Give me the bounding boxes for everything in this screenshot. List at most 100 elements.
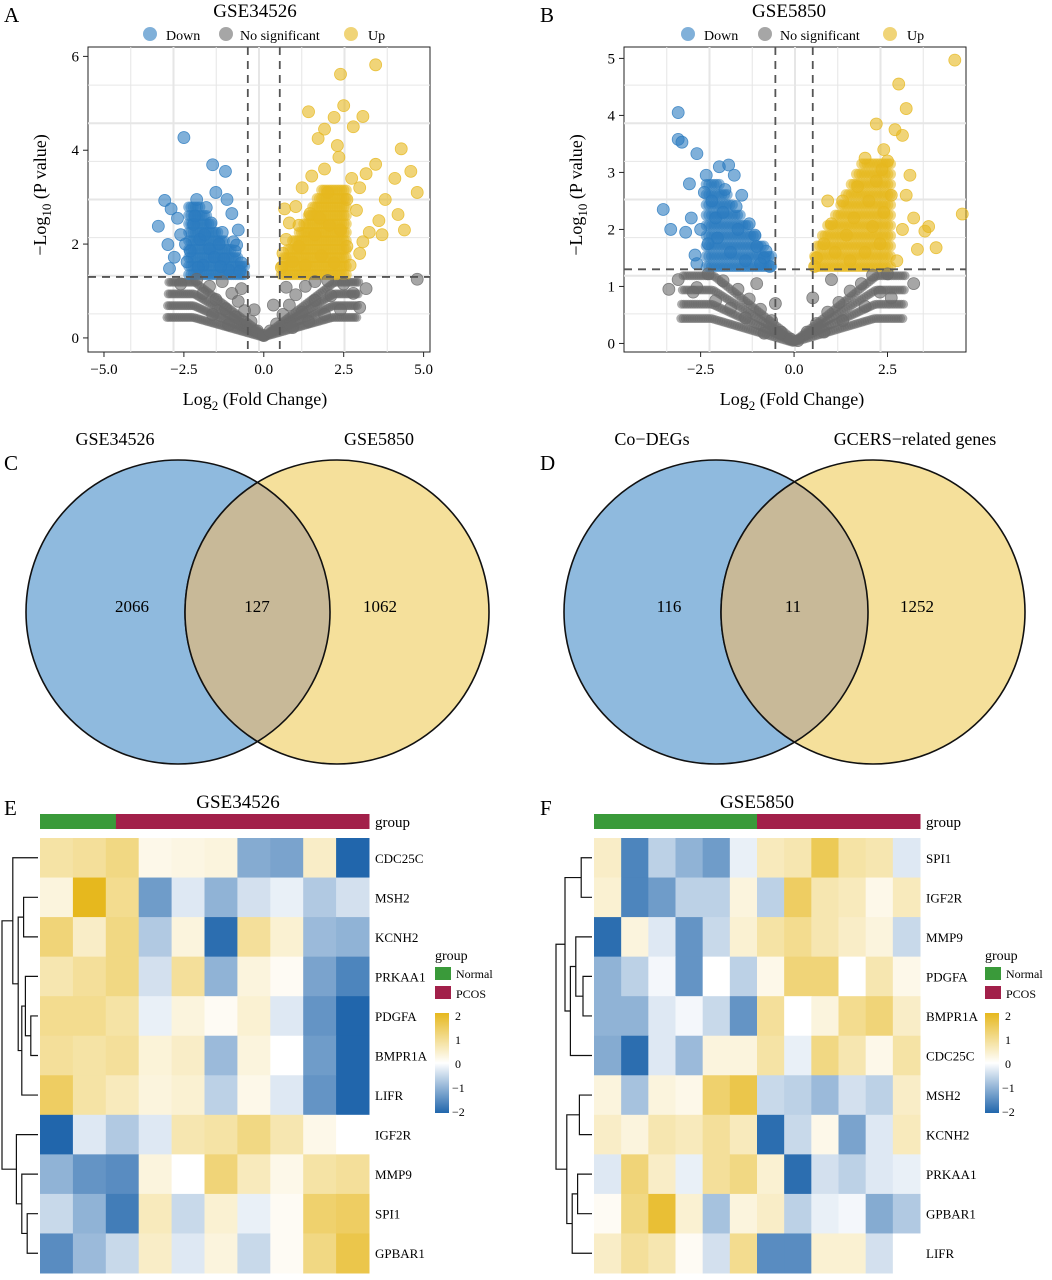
legend-up-label: Up <box>907 29 924 44</box>
point-ns <box>222 318 236 332</box>
point-down <box>718 183 732 196</box>
heat-cell <box>105 838 140 879</box>
heat-cell <box>138 1193 173 1234</box>
heat-cell <box>270 877 304 918</box>
point-down <box>164 202 178 216</box>
heat-cell <box>72 1075 107 1116</box>
point-up <box>869 117 883 131</box>
venn-overlap-region <box>184 481 331 743</box>
heat-cell <box>675 1035 704 1076</box>
point-up <box>362 225 376 239</box>
heat-cell <box>204 877 238 918</box>
panel-d: D Co−DEGs GCERS−related genes 116 11 125… <box>540 429 1026 765</box>
point-down-core <box>183 201 195 213</box>
point-ns <box>353 301 367 314</box>
heat-cell <box>72 1193 107 1234</box>
heat-cell <box>675 838 704 879</box>
dendrogram-branch <box>26 1213 38 1254</box>
point-up <box>410 186 424 199</box>
point-ns <box>286 321 299 335</box>
legend-pcos-swatch <box>985 986 1001 999</box>
point-down <box>731 223 745 236</box>
heat-cell <box>336 1193 370 1234</box>
legend-up-swatch <box>883 27 897 41</box>
point-ns <box>742 292 756 306</box>
venn-overlap-region <box>720 480 869 744</box>
venn-c-right-label: GSE5850 <box>344 429 414 449</box>
point-ns <box>757 326 771 340</box>
heat-cell <box>838 917 867 958</box>
point-up <box>911 242 924 256</box>
point-down <box>694 223 708 236</box>
point-down <box>759 244 773 258</box>
heat-cell <box>138 1154 173 1195</box>
heat-cell <box>237 917 271 958</box>
row-label: GPBAR1 <box>926 1207 976 1222</box>
heat-cell <box>594 956 622 997</box>
heat-cell <box>838 877 867 918</box>
heat-cell <box>138 996 173 1037</box>
heat-cell <box>270 996 304 1037</box>
point-ns-cloud <box>898 314 908 324</box>
heat-cell <box>237 838 271 879</box>
group-cell-normal <box>621 814 649 829</box>
point-up <box>825 217 838 231</box>
colorbar-tick-0: 0 <box>1005 1057 1011 1071</box>
point-ns-cloud <box>354 277 364 287</box>
heat-cell <box>702 917 731 958</box>
dendrogram-branch <box>21 1173 38 1235</box>
heat-cell <box>757 917 785 958</box>
heat-cell <box>702 1114 731 1155</box>
group-cell-pcos <box>318 814 345 829</box>
legend-normal-swatch <box>985 967 1001 980</box>
heat-cell <box>336 996 370 1037</box>
dendrogram-branch <box>582 975 592 1017</box>
heat-cell <box>729 877 758 918</box>
heat-cell <box>702 1233 731 1274</box>
point-up <box>350 203 363 217</box>
heat-cell <box>621 1075 649 1116</box>
point-up <box>828 245 842 259</box>
heat-cell <box>237 1075 271 1116</box>
point-up <box>359 167 373 181</box>
dendrogram-branch <box>571 1193 592 1254</box>
point-up <box>327 256 341 270</box>
point-up <box>369 157 383 171</box>
point-down <box>199 201 213 214</box>
point-down <box>158 194 172 207</box>
point-ns <box>800 325 814 339</box>
dendrogram-branch <box>21 1005 38 1096</box>
row-label: CDC25C <box>375 851 423 866</box>
dendrogram-branch <box>1 920 17 1170</box>
heat-cell <box>702 838 731 879</box>
point-ns <box>832 296 846 309</box>
heat-cell <box>757 1233 785 1274</box>
point-ns <box>662 282 676 296</box>
heat-cell <box>811 1233 839 1274</box>
dendrogram-branch <box>555 943 567 1170</box>
legend-group-title: group <box>435 949 468 964</box>
x-tick-label: 0.0 <box>254 362 273 378</box>
heat-cell <box>729 996 758 1037</box>
heat-cell <box>757 1075 785 1116</box>
point-up <box>305 169 319 183</box>
heat-cell <box>270 1233 304 1274</box>
heat-cell <box>138 956 173 997</box>
point-ns <box>318 308 331 321</box>
point-up <box>821 194 835 208</box>
heat-cell <box>336 956 370 997</box>
heat-cell <box>237 1193 271 1234</box>
point-up <box>394 142 408 156</box>
heat-cell <box>865 1114 894 1155</box>
point-down <box>729 200 743 214</box>
panel-f: F GSE5850 group SPI1 IGF2R MMP9 PDGFA BMPR1A C… <box>540 792 1043 1274</box>
point-down <box>671 106 685 119</box>
point-ns <box>739 311 752 325</box>
point-up <box>337 99 351 113</box>
group-cell-normal <box>675 814 704 829</box>
colorbar-tick-0: 0 <box>455 1057 461 1071</box>
point-down-core <box>700 209 712 221</box>
point-down <box>214 260 228 274</box>
panel-b: B GSE5850 Down No significant Up −2.5 0.0… <box>540 1 969 413</box>
point-ns <box>821 305 835 319</box>
